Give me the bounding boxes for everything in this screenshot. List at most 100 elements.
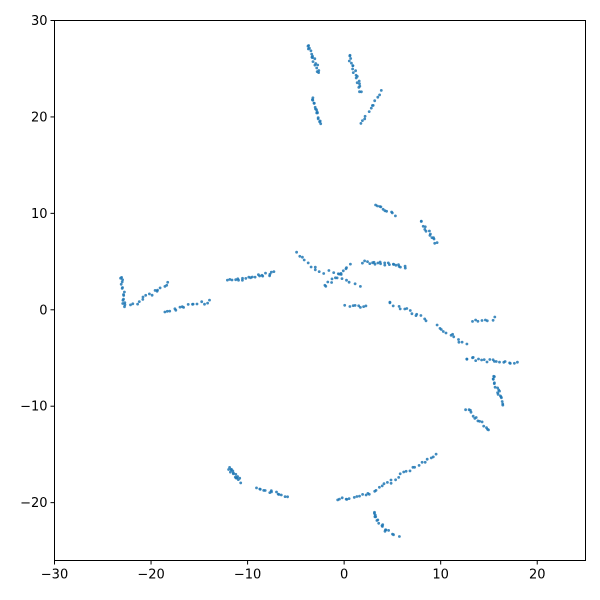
data-point [317,270,321,273]
data-point [424,229,428,233]
data-point [228,466,232,469]
data-point [313,268,317,272]
data-point [168,309,172,313]
y-tick-label: −20 [20,496,47,511]
data-point [123,301,127,304]
data-point [343,303,347,307]
data-point [239,481,243,485]
data-point [182,306,186,309]
data-point [295,250,298,254]
data-point [163,310,167,314]
data-point [332,271,336,274]
data-point [312,101,316,105]
data-point [474,318,477,322]
data-point [428,229,431,233]
data-point [353,304,357,307]
data-point [347,497,351,500]
data-point [373,262,377,266]
data-point [474,359,478,362]
x-tick-label: 10 [432,568,449,583]
data-point [433,241,437,245]
data-point [500,400,504,403]
data-point [313,265,317,269]
data-point [410,312,414,316]
data-point [141,298,145,301]
data-point [425,457,429,461]
data-point [355,495,359,498]
data-point [493,385,497,389]
data-point [457,338,460,341]
data-point [471,320,474,323]
data-point [270,490,273,494]
data-point [408,469,412,473]
x-tick-label: −30 [41,568,68,583]
data-point [250,275,254,279]
data-point [234,476,238,480]
data-point [457,340,461,344]
data-point [363,259,366,263]
data-point [482,358,486,361]
data-point [120,287,124,290]
data-point [390,211,394,215]
data-point [413,465,416,469]
data-point [324,284,328,288]
data-point [403,266,407,270]
data-point [516,360,519,364]
data-point [363,117,367,121]
data-point [234,472,238,476]
data-point [404,469,408,473]
data-point [298,254,302,258]
data-point [478,419,481,423]
data-point [195,302,199,306]
data-point [272,270,276,273]
data-point [150,293,154,297]
data-point [376,95,380,99]
data-point [316,117,320,121]
data-point [136,302,140,306]
data-point [480,319,484,322]
data-point [376,518,380,522]
data-point [383,529,387,533]
data-point [402,470,406,474]
data-point [341,269,345,273]
data-point [309,265,313,269]
data-point [471,356,475,359]
data-point [351,67,354,71]
data-point [347,280,351,284]
data-point [451,332,454,336]
data-point [388,301,392,305]
data-point [354,69,357,73]
data-point [330,281,333,284]
data-point [473,417,477,420]
data-point [471,414,475,418]
data-point [383,263,387,267]
y-tick-label: 20 [31,110,48,125]
data-point [399,265,402,269]
data-point [203,302,206,306]
data-point [477,357,480,361]
y-tick-label: 0 [39,303,47,318]
data-point [232,471,235,475]
data-point [379,89,383,92]
x-tick-label: 20 [529,568,546,583]
data-point [464,408,467,412]
data-point [482,424,486,428]
data-point [362,305,365,308]
data-point [255,486,258,490]
data-point [378,93,381,97]
data-point [307,44,310,47]
data-point [148,292,151,296]
data-point [313,63,317,67]
data-point [419,314,423,317]
data-point [355,81,359,85]
data-point [465,357,469,361]
data-point [330,277,334,281]
data-point [424,319,428,323]
data-point [165,309,169,313]
data-point [277,493,281,496]
data-point [178,305,182,309]
data-point [348,54,352,58]
data-point [444,331,448,335]
data-point [253,275,257,279]
data-point [423,460,427,464]
